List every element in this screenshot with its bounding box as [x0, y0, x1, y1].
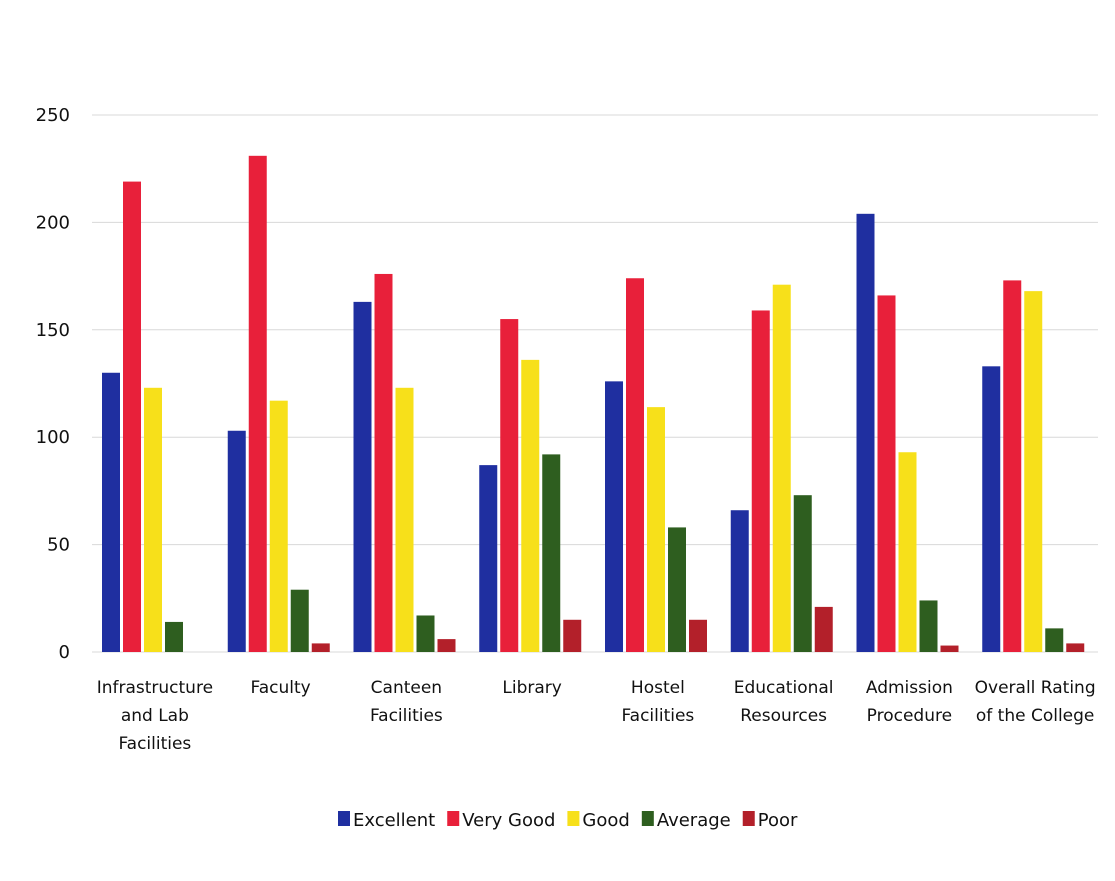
bar-very-good [123, 181, 141, 652]
x-tick-label: Hostel Facilities [621, 678, 694, 726]
bar-good [772, 284, 791, 652]
bar-poor [311, 643, 330, 652]
bar-average [416, 615, 435, 652]
bar-poor [814, 606, 833, 652]
legend-swatch [742, 811, 755, 826]
bar-excellent [479, 465, 498, 652]
y-tick-label: 200 [36, 212, 70, 233]
legend-swatch [447, 811, 460, 826]
x-axis-labels: Infrastructure and Lab Facilities Faculty Ca… [97, 678, 1096, 754]
x-tick-label-line: Canteen [371, 678, 442, 698]
bar-excellent [730, 510, 749, 652]
legend: Excellent Very Good Good Average Poor [338, 810, 798, 831]
x-tick-label-line: Resources [740, 706, 827, 726]
bar-excellent [856, 213, 875, 653]
bar-average [165, 621, 183, 652]
x-tick-label-line: Library [502, 678, 561, 698]
x-tick-label-line: Hostel [631, 678, 685, 698]
bar-excellent [353, 301, 372, 652]
x-tick-label-line: of the College [976, 706, 1095, 726]
y-axis-ticks: 0 50 100 150 200 250 [36, 105, 70, 663]
legend-label: Poor [758, 810, 798, 831]
x-tick-label-line: Overall Rating [975, 678, 1096, 698]
legend-label: Very Good [462, 810, 555, 831]
legend-swatch [567, 811, 580, 826]
bar-poor [940, 645, 959, 652]
bar-very-good [877, 295, 896, 652]
x-tick-label-line: Procedure [867, 706, 952, 726]
y-tick-label: 100 [36, 427, 70, 448]
legend-item: Good [567, 810, 630, 831]
bar-excellent [982, 366, 1001, 652]
x-tick-label-line: Facilities [370, 706, 443, 726]
bar-excellent [227, 430, 246, 652]
legend-label: Excellent [353, 810, 435, 831]
bar-poor [1066, 643, 1085, 652]
x-tick-label: Canteen Facilities [370, 678, 443, 726]
y-tick-label: 0 [59, 642, 70, 663]
x-tick-label-line: Facilities [621, 706, 694, 726]
y-tick-label: 250 [36, 105, 70, 126]
legend-label: Average [657, 810, 731, 831]
legend-item: Excellent [338, 810, 435, 831]
bar-very-good [500, 319, 519, 652]
x-tick-label: Educational Resources [734, 678, 834, 726]
y-tick-label: 50 [47, 535, 70, 556]
x-tick-label: Overall Rating of the College [975, 678, 1096, 726]
x-tick-label-line: Admission [866, 678, 953, 698]
bar-very-good [751, 310, 770, 652]
bar-poor [689, 619, 707, 652]
bar-average [1045, 628, 1064, 652]
bar-good [647, 407, 665, 652]
bar-very-good [1003, 280, 1022, 652]
bar-good [898, 452, 917, 652]
bar-good [521, 359, 540, 652]
bars [102, 155, 1085, 653]
legend-swatch [641, 811, 654, 826]
bar-good [269, 400, 288, 652]
bar-poor [437, 639, 456, 652]
bar-good [395, 387, 414, 652]
x-tick-label-line: and Lab [121, 706, 189, 726]
bar-very-good [374, 273, 393, 652]
x-tick-label-line: Educational [734, 678, 834, 698]
bar-average [919, 600, 938, 652]
x-tick-label-line: Facilities [118, 734, 191, 754]
bar-good [144, 387, 162, 652]
x-tick-label: Faculty [251, 678, 311, 698]
bar-very-good [248, 155, 267, 652]
bar-average [290, 589, 309, 652]
legend-label: Good [582, 810, 629, 831]
bar-excellent [605, 381, 623, 652]
bar-average [793, 495, 812, 652]
x-tick-label: Infrastructure and Lab Facilities [97, 678, 213, 754]
y-tick-label: 150 [36, 320, 70, 341]
bar-very-good [626, 278, 644, 652]
x-tick-label-line: Faculty [251, 678, 311, 698]
bar-good [1024, 291, 1043, 652]
bar-average [668, 527, 686, 652]
bar-excellent [102, 372, 120, 652]
legend-item: Poor [742, 810, 798, 831]
legend-item: Very Good [447, 810, 555, 831]
x-tick-label-line: Infrastructure [97, 678, 213, 698]
x-tick-label: Admission Procedure [866, 678, 953, 726]
x-tick-label: Library [502, 678, 561, 698]
bar-average [542, 454, 561, 652]
bar-poor [563, 619, 582, 652]
legend-item: Average [641, 810, 731, 831]
legend-swatch [338, 811, 350, 826]
